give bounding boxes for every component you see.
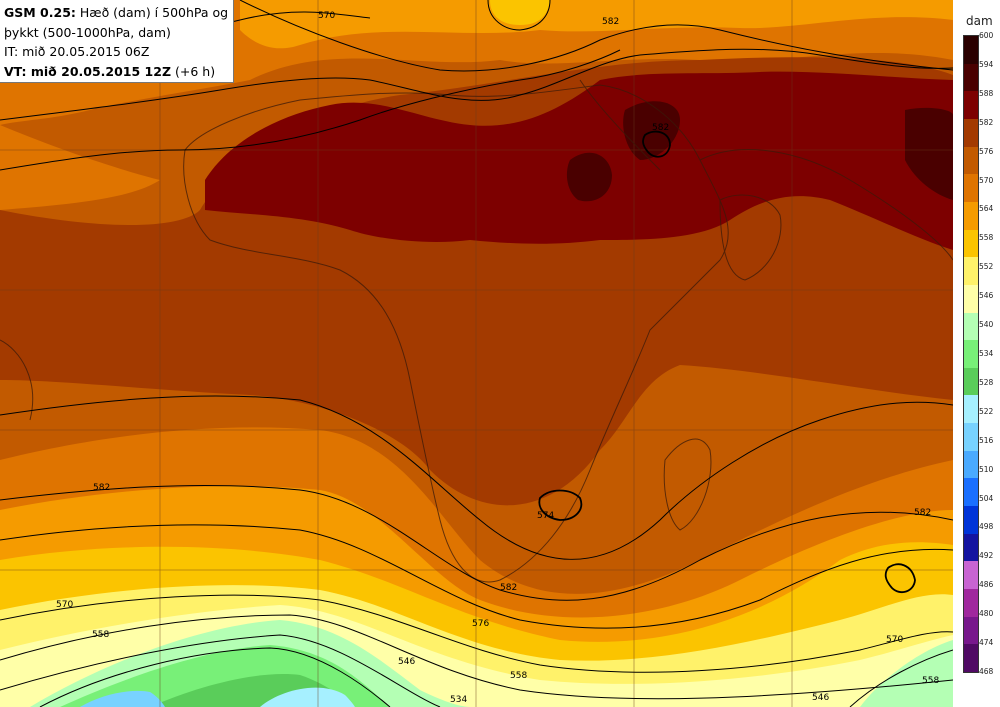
valid-time: VT: mið 20.05.2015 12Z (+6 h) <box>4 63 216 79</box>
fill-540-se <box>860 640 953 707</box>
legend-colorbar <box>963 35 979 673</box>
contour-label: 534 <box>450 695 467 705</box>
legend-tick-label: 558 <box>979 233 994 243</box>
legend-color-cell <box>964 423 978 452</box>
fill-522-south <box>260 687 355 707</box>
contour-label: 582 <box>602 17 619 27</box>
model-name: GSM 0.25: <box>4 5 76 20</box>
legend-color-cell <box>964 229 978 258</box>
coastlines <box>0 79 953 583</box>
title-box: GSM 0.25: Hæð (dam) í 500hPa og þykkt (5… <box>0 0 234 83</box>
legend-tick-label: 600 <box>979 31 994 40</box>
legend-tick-label: 486 <box>979 580 994 590</box>
legend-tick-label: 582 <box>979 117 994 127</box>
legend-color-cell <box>964 644 978 673</box>
contour-label: 582 <box>93 483 110 493</box>
fill-558-north <box>490 0 550 25</box>
legend-color-cell <box>964 367 978 396</box>
map-canvas: 570 582 582 570 558 582 574 582 576 546 … <box>0 0 953 707</box>
contour-label: 570 <box>886 635 903 645</box>
fill-594-sahara <box>566 152 612 202</box>
legend-tick-label: 522 <box>979 406 994 416</box>
contour-label: 570 <box>56 600 73 610</box>
map-panel: 570 582 582 570 558 582 574 582 576 546 … <box>0 0 953 707</box>
legend-tick-label: 534 <box>979 349 994 358</box>
legend-color-cell <box>964 561 978 590</box>
fill-570-left <box>0 125 160 210</box>
legend-tick-label: 474 <box>979 638 994 648</box>
legend-unit: dam <box>966 14 993 28</box>
contour-label: 576 <box>472 619 489 629</box>
legend-tick-label: 528 <box>979 377 994 387</box>
legend-tick-label: 576 <box>979 146 994 156</box>
legend-color-cell <box>964 118 978 148</box>
legend-tick-label: 540 <box>979 320 994 330</box>
legend-tick-label: 468 <box>979 667 994 676</box>
contour-labels: 570 582 582 570 558 582 574 582 576 546 … <box>56 11 939 705</box>
legend-color-cell <box>964 91 978 120</box>
legend-color-cell <box>964 450 978 479</box>
title-line-2: þykkt (500-1000hPa, dam) <box>4 24 171 40</box>
fill-570-north <box>0 0 953 125</box>
legend-color-cell <box>964 201 978 231</box>
field-description: Hæð (dam) í 500hPa og <box>79 5 229 20</box>
legend-tick-label: 546 <box>979 291 994 301</box>
legend-tick-label: 480 <box>979 609 994 619</box>
contour-label: 546 <box>398 657 415 667</box>
legend-tick-label: 492 <box>979 551 994 561</box>
fill-564-north <box>240 0 953 49</box>
legend-color-cell <box>964 616 978 645</box>
height-contours <box>0 0 953 707</box>
contour-label: 582 <box>652 123 669 133</box>
legend-tick-label: 504 <box>979 493 994 503</box>
legend-color-cell <box>964 284 978 313</box>
contour-label: 546 <box>812 693 829 703</box>
legend-color-cell <box>964 533 978 562</box>
contour-label: 574 <box>537 511 554 521</box>
legend-color-cell <box>964 506 978 535</box>
contour-label: 558 <box>510 671 527 681</box>
legend-color-cell <box>964 589 978 618</box>
title-line-1: GSM 0.25: Hæð (dam) í 500hPa og <box>4 3 233 23</box>
legend-color-cell <box>964 312 978 341</box>
issue-time: IT: mið 20.05.2015 06Z <box>4 44 150 59</box>
legend-color-cell <box>964 146 978 175</box>
legend-tick-label: 564 <box>979 204 994 214</box>
legend-color-cell <box>964 395 978 424</box>
contour-label: 582 <box>500 583 517 593</box>
legend-color-cell <box>964 36 978 65</box>
legend-tick-label: 498 <box>979 522 994 532</box>
legend-tick-label: 552 <box>979 262 994 272</box>
legend-color-cell <box>964 257 978 286</box>
contour-label: 570 <box>318 11 335 21</box>
legend-tick-label: 516 <box>979 435 994 445</box>
legend-color-cell <box>964 174 978 203</box>
legend-tick-label: 588 <box>979 88 994 98</box>
contour-label: 582 <box>914 508 931 518</box>
contour-label: 558 <box>92 630 109 640</box>
fill-594-east <box>905 107 953 200</box>
legend-panel: dam 600 594 588 582 576 570 564 558 552 546 540 534… <box>953 0 1000 707</box>
legend-tick-label: 594 <box>979 59 994 69</box>
legend-tick-label: 510 <box>979 464 994 474</box>
legend-color-cell <box>964 478 978 507</box>
legend-color-cell <box>964 63 978 92</box>
graticule <box>0 0 953 707</box>
legend-tick-label: 570 <box>979 175 994 185</box>
contour-label: 558 <box>922 676 939 686</box>
legend-color-cell <box>964 340 978 369</box>
fill-516-south <box>80 690 165 707</box>
